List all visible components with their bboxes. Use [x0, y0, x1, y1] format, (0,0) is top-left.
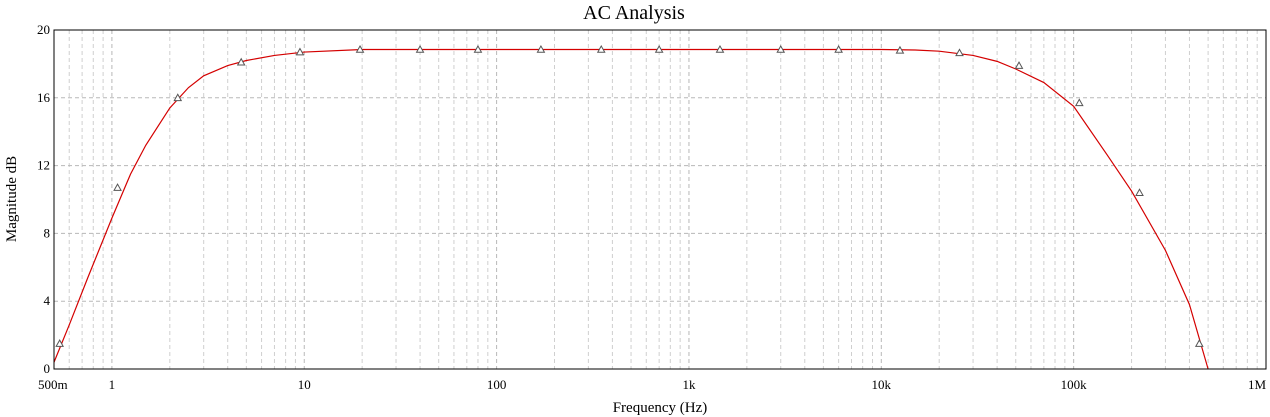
y-axis-label: Magnitude dB	[4, 156, 20, 242]
y-tick-label: 8	[44, 225, 51, 240]
x-tick-label: 10k	[872, 377, 892, 392]
triangle-marker	[1194, 339, 1204, 347]
triangle-marker	[1014, 61, 1024, 69]
triangle-marker	[715, 44, 725, 53]
triangle-marker	[55, 339, 65, 347]
x-tick-label: 500m	[38, 377, 68, 392]
triangle-marker	[895, 45, 905, 54]
tick-labels: 500m 1 10 100 1k 10k 100k 1M 0 4 8 12 16 20	[37, 22, 1266, 392]
triangle-marker	[113, 183, 122, 191]
triangle-marker	[536, 44, 546, 53]
y-tick-label: 12	[37, 158, 50, 173]
triangle-marker	[596, 44, 606, 53]
x-tick-label: 1k	[682, 377, 696, 392]
grid	[54, 30, 1266, 369]
x-axis-label: Frequency (Hz)	[613, 400, 708, 416]
triangle-marker	[1135, 188, 1144, 197]
triangle-marker	[955, 48, 964, 57]
y-tick-label: 16	[37, 90, 51, 105]
triangle-marker	[173, 93, 183, 102]
triangle-marker	[834, 44, 843, 53]
plot-frame	[53, 29, 1267, 370]
x-tick-label: 1	[109, 377, 116, 392]
x-tick-label: 100k	[1061, 377, 1088, 392]
x-tick-label: 100	[487, 377, 507, 392]
x-tick-label: 10	[298, 377, 311, 392]
y-tick-label: 4	[44, 293, 51, 308]
y-tick-label: 20	[37, 22, 50, 37]
triangle-marker	[654, 44, 664, 53]
triangle-marker	[473, 44, 483, 53]
triangle-marker	[295, 47, 305, 56]
magnitude-curve	[53, 48, 1209, 370]
x-tick-label: 1M	[1248, 377, 1267, 392]
triangle-marker	[415, 44, 425, 53]
series	[53, 44, 1209, 370]
chart-title: AC Analysis	[583, 2, 685, 24]
y-tick-label: 0	[44, 361, 51, 376]
triangle-marker	[355, 44, 365, 53]
triangle-marker	[1074, 98, 1084, 107]
triangle-marker	[776, 44, 786, 53]
triangle-marker	[236, 57, 246, 66]
